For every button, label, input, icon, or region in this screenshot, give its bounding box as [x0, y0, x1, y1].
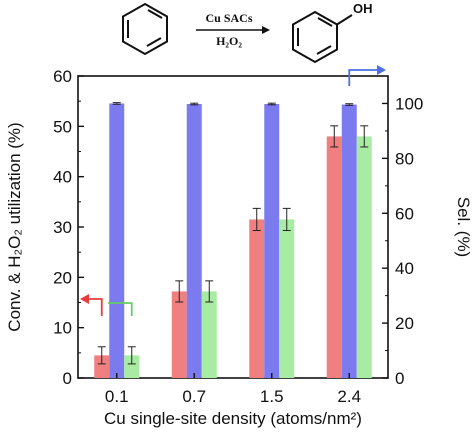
bar	[171, 291, 187, 378]
axis-indicators	[80, 65, 386, 316]
phenol-oh-label: OH	[353, 1, 373, 16]
bar	[356, 136, 372, 378]
benzene-structure	[122, 2, 168, 56]
y-tick-label-left: 10	[53, 319, 72, 338]
y-axis-label-right: Sel. (%)	[454, 197, 473, 257]
x-tick-label: 1.5	[260, 387, 284, 406]
left-axis-arrow-green	[108, 302, 133, 316]
left-axis-arrowhead-red	[80, 294, 89, 304]
bar	[186, 104, 202, 379]
y-tick-label-right: 40	[395, 259, 414, 278]
reaction-scheme: Cu SACs H₂O₂ OH	[122, 1, 373, 64]
right-axis-arrowhead-blue	[377, 65, 386, 75]
y-tick-label-right: 20	[395, 314, 414, 333]
y-tick-label-left: 30	[53, 218, 72, 237]
bar	[201, 291, 217, 378]
y-tick-label-left: 60	[53, 67, 72, 86]
y-tick-label-left: 20	[53, 268, 72, 287]
x-axis-label-text: Cu single-site density (atoms/nm²)	[104, 409, 362, 428]
left-axis-arrow-red	[87, 298, 103, 316]
bar	[109, 103, 125, 379]
bar	[94, 355, 110, 378]
y-tick-label-right: 60	[395, 204, 414, 223]
error-bars-layer	[97, 102, 369, 365]
x-tick-label: 2.4	[337, 387, 361, 406]
bar	[279, 219, 295, 378]
bar	[341, 104, 357, 378]
bar-chart: 0.1 0.7 1.5 2.4 0 10 20 30 40 50 60 0 20 40 60 80 100 Cu…	[5, 65, 473, 428]
bar	[326, 136, 342, 378]
bar	[124, 355, 140, 378]
x-axis-label: Cu single-site density (atoms/nm²)	[104, 409, 362, 428]
x-tick-label: 0.1	[105, 387, 129, 406]
reaction-arrowhead	[262, 26, 270, 34]
ticks-layer: 0.1 0.7 1.5 2.4 0 10 20 30 40 50 60 0 20 40 60 80 100	[53, 67, 423, 406]
right-axis-arrow-blue	[348, 69, 379, 86]
reaction-catalyst: Cu SACs	[205, 11, 252, 25]
reaction-oxidant: H₂O₂	[216, 34, 242, 48]
y-tick-label-right: 80	[395, 149, 414, 168]
bar	[264, 104, 280, 379]
y-tick-label-left: 50	[53, 117, 72, 136]
y-tick-label-left: 40	[53, 168, 72, 187]
bars-layer	[94, 103, 372, 379]
phenol-structure	[292, 10, 353, 64]
x-tick-label: 0.7	[182, 387, 206, 406]
y-tick-label-right: 100	[395, 94, 423, 113]
y-axis-label-left: Conv. & H₂O₂ utilization (%)	[5, 122, 24, 331]
bar	[249, 219, 265, 378]
y-tick-label-right: 0	[395, 369, 404, 388]
y-tick-label-left: 0	[63, 369, 72, 388]
